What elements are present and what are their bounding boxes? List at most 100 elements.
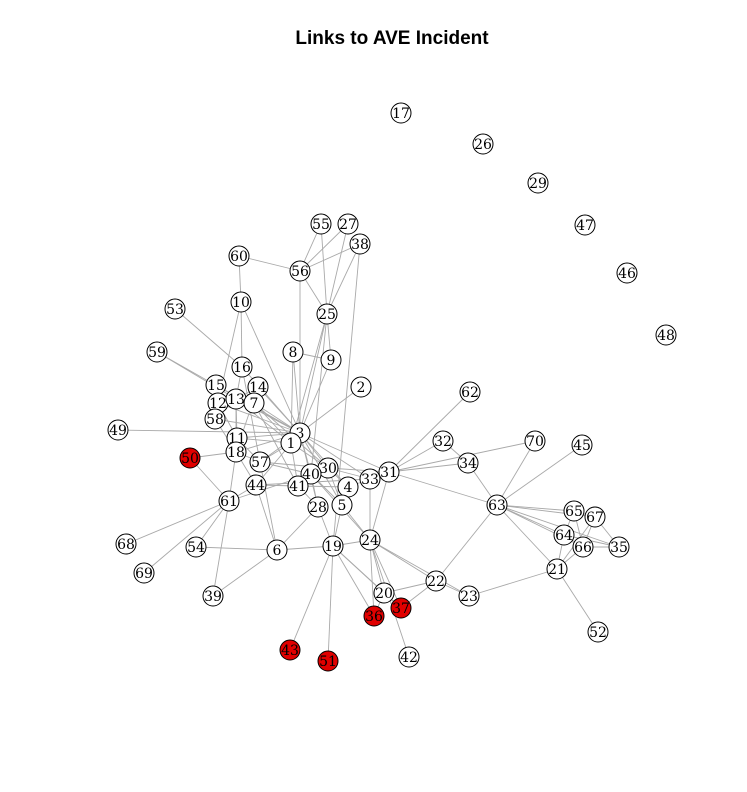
node-19: 19 <box>322 535 344 557</box>
node-label: 58 <box>206 412 224 428</box>
node-circle <box>546 558 568 580</box>
node-61: 61 <box>218 490 240 512</box>
node-29: 29 <box>527 172 549 194</box>
node-label: 65 <box>565 504 583 520</box>
node-label: 40 <box>302 467 320 483</box>
edge-31-24 <box>369 471 390 541</box>
node-circle <box>289 260 311 282</box>
edge-63-35 <box>496 504 620 548</box>
node-38: 38 <box>349 233 371 255</box>
node-circle <box>349 233 371 255</box>
node-label: 51 <box>319 654 337 670</box>
node-label: 19 <box>324 539 342 555</box>
node-circle <box>398 646 420 668</box>
node-49: 49 <box>107 419 129 441</box>
node-label: 43 <box>281 643 299 659</box>
node-label: 8 <box>289 345 298 361</box>
node-label: 36 <box>365 609 383 625</box>
node-circle <box>115 533 137 555</box>
edge-7-41 <box>253 402 299 487</box>
edge-19-51 <box>327 545 334 662</box>
node-label: 44 <box>247 478 265 494</box>
edge-2-3 <box>299 386 362 434</box>
node-label: 42 <box>400 650 418 666</box>
node-51: 51 <box>317 650 339 672</box>
node-label: 33 <box>361 472 379 488</box>
node-circle <box>524 430 546 452</box>
node-label: 48 <box>657 328 675 344</box>
node-circle <box>164 298 186 320</box>
node-10: 10 <box>230 291 252 313</box>
edge-27-25 <box>326 223 349 315</box>
node-label: 69 <box>135 566 153 582</box>
node-label: 50 <box>181 451 199 467</box>
node-circle <box>280 432 302 454</box>
node-41: 41 <box>287 475 309 497</box>
edge-25-1 <box>290 313 328 444</box>
node-label: 37 <box>392 601 410 617</box>
node-28: 28 <box>307 496 329 518</box>
node-31: 31 <box>378 461 400 483</box>
node-26: 26 <box>472 133 494 155</box>
edge-31-34 <box>388 462 469 473</box>
node-label: 13 <box>227 392 245 408</box>
node-circle <box>279 639 301 661</box>
node-label: 66 <box>574 540 592 556</box>
node-22: 22 <box>425 570 447 592</box>
node-34: 34 <box>457 452 479 474</box>
node-46: 46 <box>616 262 638 284</box>
edge-58-3 <box>214 418 301 434</box>
node-16: 16 <box>231 356 253 378</box>
edge-38-56 <box>299 243 361 272</box>
node-18: 18 <box>225 441 247 463</box>
node-label: 60 <box>230 249 248 265</box>
node-label: 70 <box>526 434 544 450</box>
edge-10-3 <box>240 301 301 434</box>
node-37: 37 <box>390 597 412 619</box>
node-47: 47 <box>574 214 596 236</box>
node-label: 68 <box>117 537 135 553</box>
node-circle <box>563 500 585 522</box>
node-6: 6 <box>266 539 288 561</box>
node-label: 22 <box>427 574 445 590</box>
edge-21-23 <box>468 568 558 597</box>
edge-70-63 <box>496 440 536 506</box>
node-label: 6 <box>273 543 282 559</box>
node-40: 40 <box>300 463 322 485</box>
node-58: 58 <box>204 408 226 430</box>
edge-49-3 <box>117 429 301 434</box>
node-39: 39 <box>202 585 224 607</box>
node-circle <box>317 650 339 672</box>
edge-61-69 <box>143 500 230 574</box>
node-label: 62 <box>461 385 479 401</box>
node-43: 43 <box>279 639 301 661</box>
edge-24-22 <box>369 539 437 582</box>
node-circle <box>655 324 677 346</box>
node-circle <box>472 133 494 155</box>
node-circle <box>231 356 253 378</box>
edge-61-39 <box>212 500 230 597</box>
node-56: 56 <box>289 260 311 282</box>
node-label: 47 <box>576 218 594 234</box>
graph-title: Links to AVE Incident <box>295 28 489 49</box>
edge-24-36 <box>369 539 375 617</box>
node-label: 10 <box>232 295 250 311</box>
node-label: 46 <box>618 266 636 282</box>
node-circle <box>350 376 372 398</box>
edge-3-31 <box>299 432 390 473</box>
node-69: 69 <box>133 562 155 584</box>
node-44: 44 <box>245 474 267 496</box>
node-label: 23 <box>460 589 478 605</box>
node-23: 23 <box>458 585 480 607</box>
node-circle <box>432 430 454 452</box>
node-circle <box>146 341 168 363</box>
node-circle <box>310 213 332 235</box>
node-circle <box>584 506 606 528</box>
edge-8-3 <box>292 351 301 434</box>
edge-6-54 <box>195 546 278 551</box>
node-2: 2 <box>350 376 372 398</box>
node-circle <box>307 496 329 518</box>
node-59: 59 <box>146 341 168 363</box>
edge-19-43 <box>289 545 334 651</box>
